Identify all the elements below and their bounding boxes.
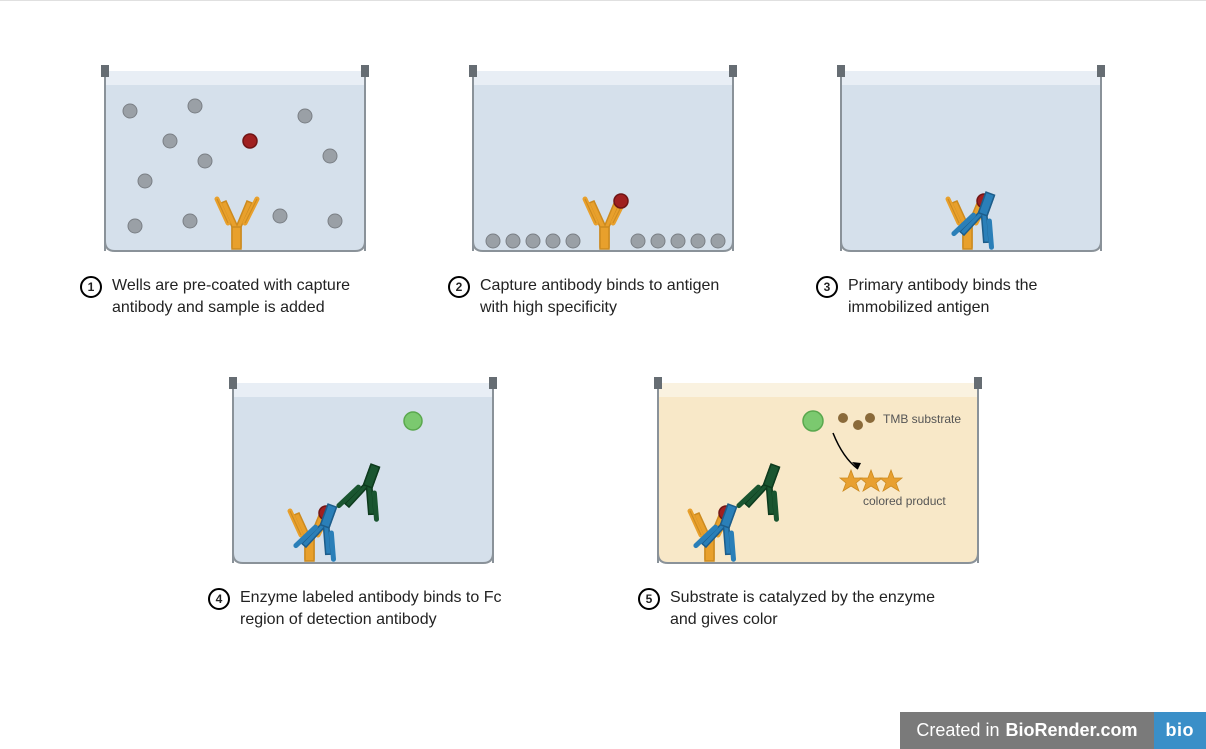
caption-2: 2 Capture antibody binds to antigen with… — [448, 275, 750, 318]
panel-2: 2 Capture antibody binds to antigen with… — [448, 61, 758, 318]
caption-text-4: Enzyme labeled antibody binds to Fc regi… — [240, 587, 510, 630]
caption-text-2: Capture antibody binds to antigen with h… — [480, 275, 750, 318]
step-number-4: 4 — [208, 588, 230, 610]
attribution-text: Created in BioRender.com — [900, 712, 1153, 749]
caption-4: 4 Enzyme labeled antibody binds to Fc re… — [208, 587, 510, 630]
well-3 — [831, 61, 1111, 261]
tmb-substrate-label: TMB substrate — [883, 412, 961, 426]
panel-5: TMB substrate colored product 5 Substrat… — [638, 373, 998, 630]
step-number-1: 1 — [80, 276, 102, 298]
step-number-5: 5 — [638, 588, 660, 610]
caption-3: 3 Primary antibody binds the immobilized… — [816, 275, 1118, 318]
caption-text-3: Primary antibody binds the immobilized a… — [848, 275, 1118, 318]
caption-1: 1 Wells are pre-coated with capture anti… — [80, 275, 382, 318]
diagram-canvas: 1 Wells are pre-coated with capture anti… — [0, 1, 1206, 749]
panel-1: 1 Wells are pre-coated with capture anti… — [80, 61, 390, 318]
panel-4: 4 Enzyme labeled antibody binds to Fc re… — [208, 373, 518, 630]
caption-text-1: Wells are pre-coated with capture antibo… — [112, 275, 382, 318]
colored-product-label: colored product — [863, 494, 946, 508]
step-number-3: 3 — [816, 276, 838, 298]
well-2 — [463, 61, 743, 261]
caption-text-5: Substrate is catalyzed by the enzyme and… — [670, 587, 940, 630]
attribution-bar: Created in BioRender.com bio — [900, 712, 1206, 749]
step-number-2: 2 — [448, 276, 470, 298]
attribution-logo: bio — [1154, 712, 1206, 749]
well-4 — [223, 373, 503, 573]
row-1: 1 Wells are pre-coated with capture anti… — [80, 61, 1126, 318]
well-1 — [95, 61, 375, 261]
caption-5: 5 Substrate is catalyzed by the enzyme a… — [638, 587, 940, 630]
well-5: TMB substrate colored product — [648, 373, 988, 573]
panel-3: 3 Primary antibody binds the immobilized… — [816, 61, 1126, 318]
row-2: 4 Enzyme labeled antibody binds to Fc re… — [80, 373, 1126, 630]
